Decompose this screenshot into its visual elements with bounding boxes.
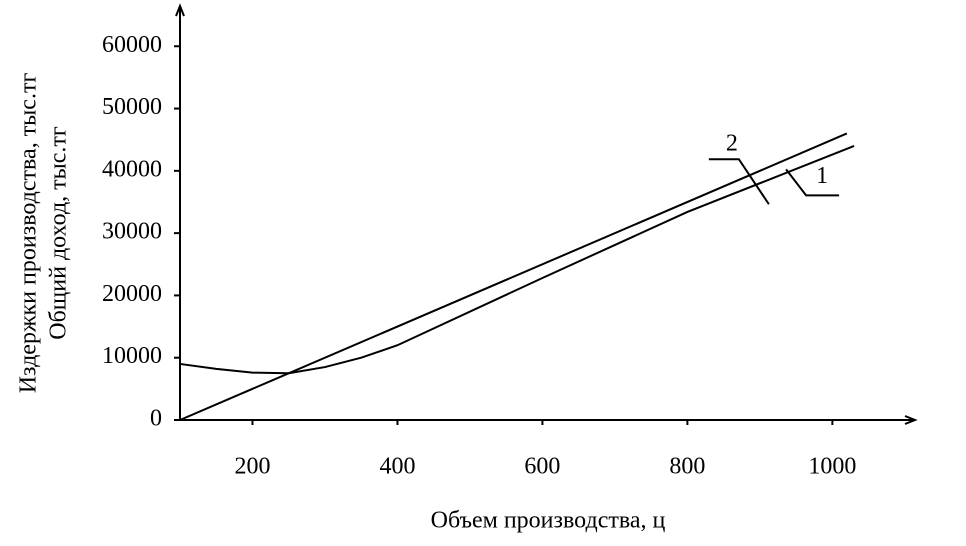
series-label: 2: [726, 131, 738, 157]
line-series: [179, 132, 848, 421]
leader-line: [708, 158, 770, 205]
y-tick-label: 60000: [102, 32, 162, 58]
y-tick-label: 50000: [102, 94, 162, 120]
series-label: 1: [816, 163, 828, 189]
x-tick-label: 400: [379, 454, 415, 480]
y-tick-label: 20000: [102, 281, 162, 307]
y-tick-label: 40000: [102, 156, 162, 182]
y-tick-label: 0: [150, 406, 162, 432]
y-axis-label: Издержки производства, тыс.тг: [16, 73, 42, 394]
x-tick-label: 800: [669, 454, 705, 480]
x-tick-label: 600: [524, 454, 560, 480]
y-axis-arrow: [175, 3, 185, 17]
leader-line: [785, 168, 840, 197]
line-series: [179, 144, 855, 375]
x-axis-arrow: [904, 415, 918, 425]
y-axis-label: Общий доход, тыс.тг: [46, 126, 72, 340]
y-tick-label: 10000: [102, 343, 162, 369]
x-tick-label: 1000: [808, 454, 856, 480]
x-axis-label: Объем производства, ц: [431, 508, 666, 534]
y-tick-label: 30000: [102, 219, 162, 245]
x-tick-label: 200: [234, 454, 270, 480]
